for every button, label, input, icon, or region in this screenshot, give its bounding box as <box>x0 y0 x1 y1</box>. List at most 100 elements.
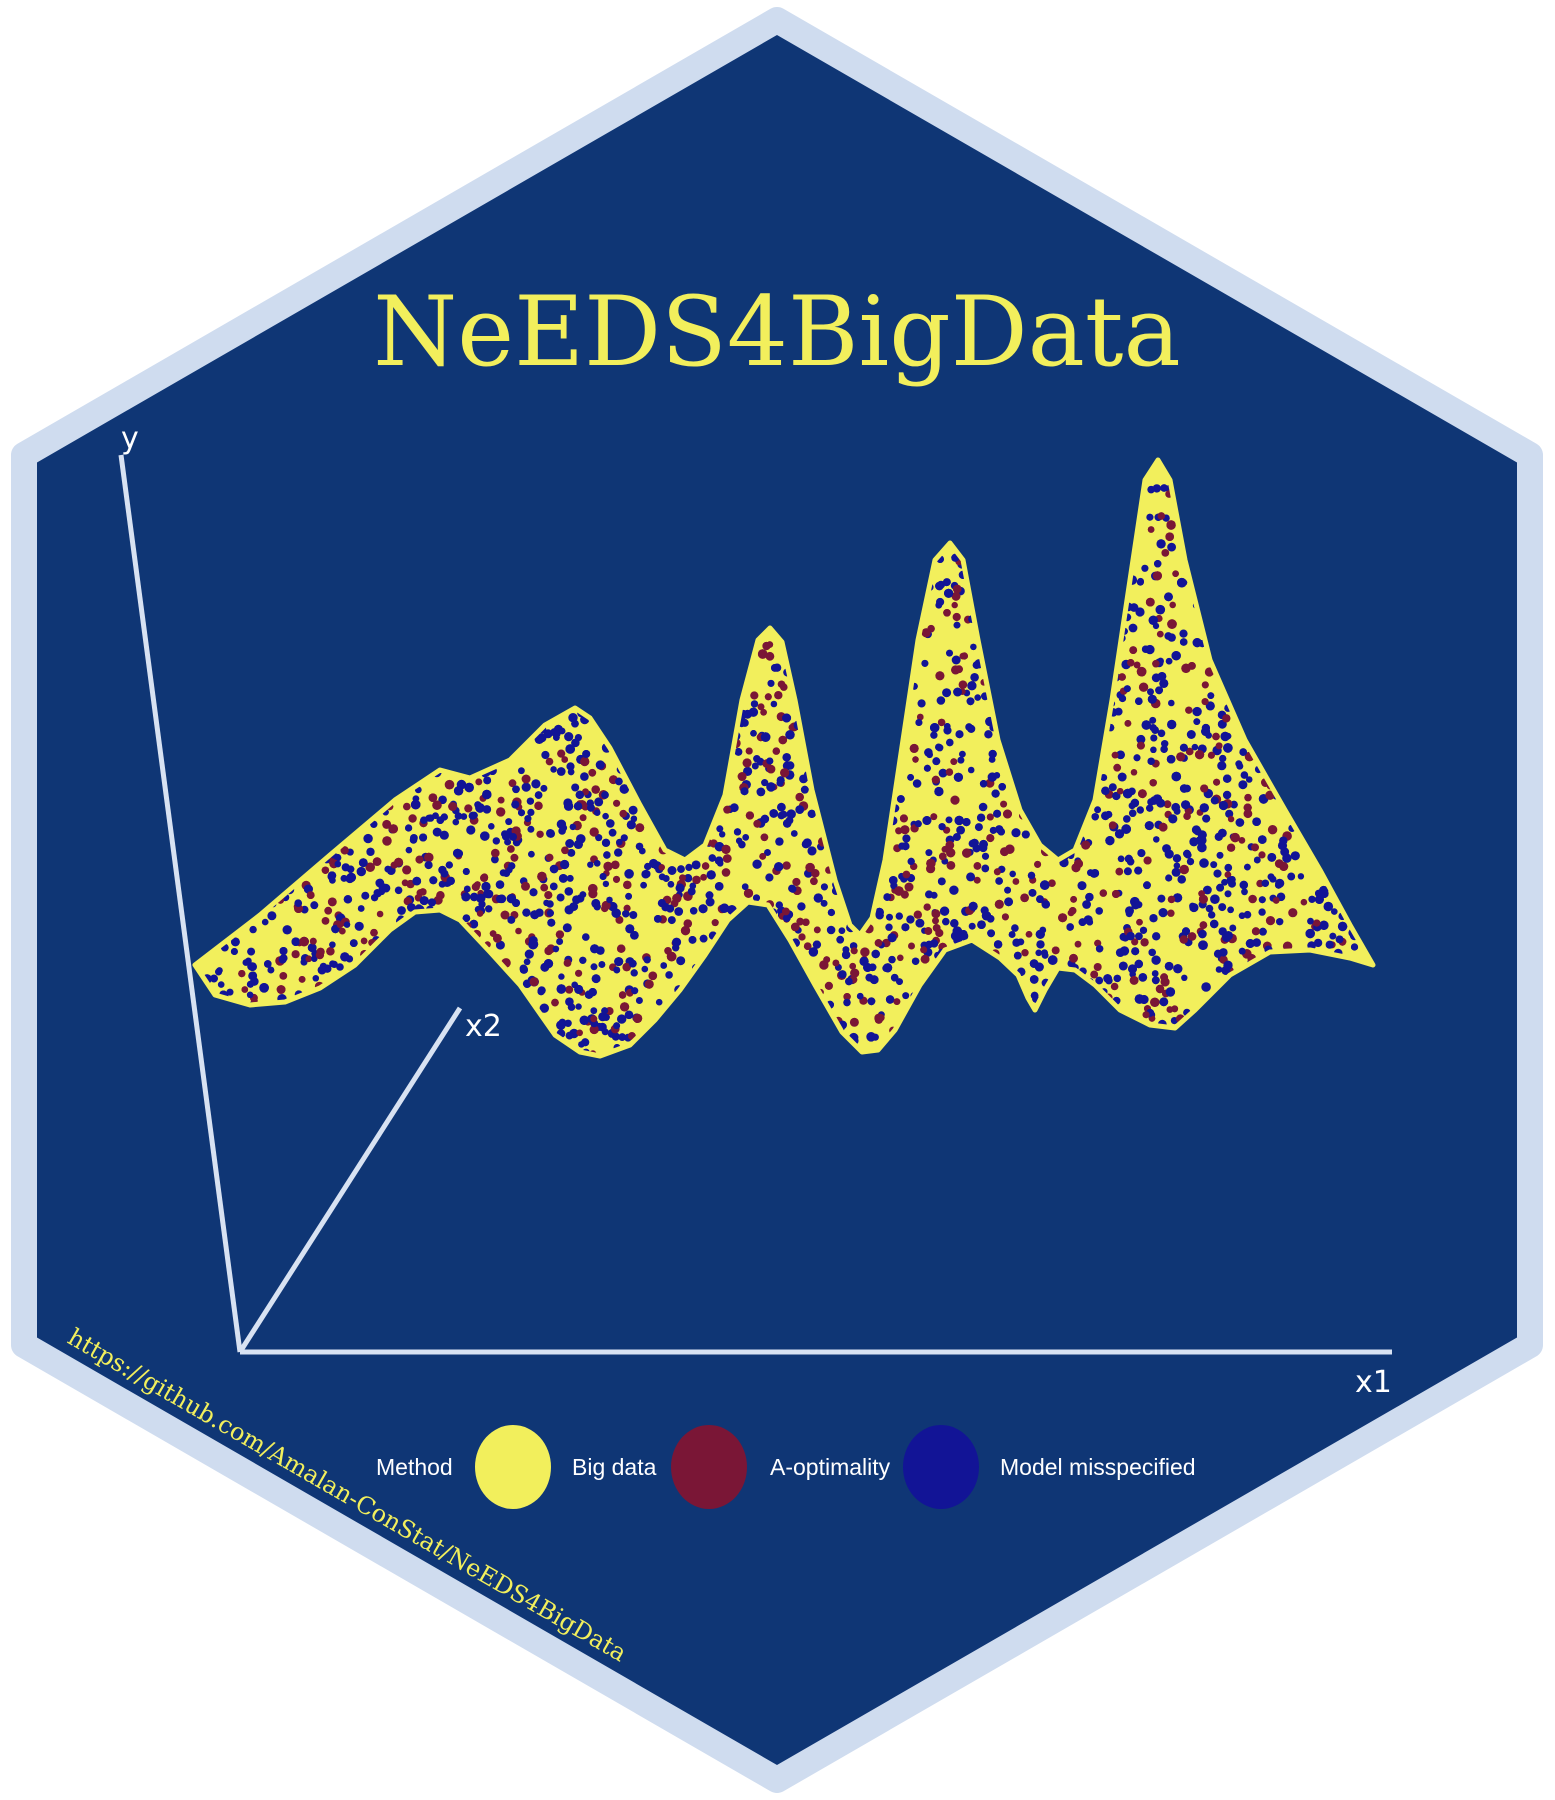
surface-point <box>1189 837 1199 847</box>
surface-point <box>960 652 969 660</box>
surface-point <box>845 977 853 986</box>
surface-point <box>1256 879 1264 888</box>
surface-point <box>1199 921 1208 929</box>
surface-point <box>920 954 930 964</box>
surface-point <box>419 833 428 842</box>
surface-point <box>466 825 476 835</box>
surface-point <box>635 823 645 833</box>
surface-point <box>439 830 449 840</box>
surface-point <box>1094 939 1102 947</box>
surface-point <box>566 874 574 882</box>
surface-point <box>780 768 790 778</box>
surface-point <box>1223 743 1233 753</box>
surface-point <box>783 819 792 828</box>
surface-point <box>674 907 684 916</box>
surface-point <box>1089 869 1099 878</box>
surface-point <box>824 981 834 991</box>
surface-point <box>582 788 589 796</box>
surface-point <box>445 861 453 869</box>
surface-point <box>524 949 534 959</box>
surface-point <box>1133 661 1141 669</box>
surface-point <box>474 881 481 888</box>
surface-point <box>962 818 971 827</box>
surface-point <box>777 802 786 812</box>
surface-point <box>1070 896 1077 903</box>
surface-point <box>555 930 565 939</box>
surface-point <box>617 1014 627 1024</box>
surface-point <box>714 856 724 865</box>
surface-point <box>750 730 757 737</box>
surface-point <box>1069 953 1078 963</box>
surface-point <box>1221 879 1228 886</box>
surface-point <box>557 749 566 758</box>
surface-point <box>782 861 791 870</box>
surface-point <box>547 918 556 927</box>
surface-point <box>334 860 342 868</box>
surface-point <box>249 925 257 934</box>
surface-point <box>667 881 675 888</box>
surface-point <box>602 880 610 888</box>
surface-point <box>560 859 570 870</box>
surface-point <box>953 833 961 841</box>
surface-point <box>904 882 914 892</box>
surface-point <box>580 756 590 767</box>
surface-point <box>1155 984 1165 994</box>
surface-point <box>926 858 936 869</box>
surface-point <box>1008 931 1016 938</box>
surface-point <box>521 881 530 891</box>
surface-point <box>326 947 335 956</box>
surface-point <box>1150 746 1157 753</box>
surface-point <box>705 897 715 907</box>
surface-point <box>1077 881 1087 891</box>
surface-point <box>552 729 561 738</box>
surface-point <box>321 866 330 874</box>
surface-point <box>306 891 315 899</box>
surface-point <box>1160 484 1168 492</box>
surface-point <box>1198 929 1207 939</box>
surface-point <box>299 936 309 947</box>
surface-point <box>1238 780 1248 790</box>
surface-point <box>444 779 455 790</box>
surface-point <box>1205 904 1214 913</box>
surface-point <box>1013 951 1022 960</box>
surface-point <box>231 937 240 947</box>
surface-point <box>791 922 800 932</box>
surface-point <box>312 975 319 982</box>
surface-point <box>428 898 436 907</box>
surface-point <box>1267 825 1278 835</box>
surface-point <box>1276 918 1284 926</box>
surface-point <box>820 900 828 907</box>
legend-label-big-data: Big data <box>572 1454 657 1480</box>
surface-point <box>1074 940 1082 948</box>
surface-point <box>476 910 484 917</box>
surface-point <box>888 955 896 964</box>
surface-point <box>1279 862 1289 871</box>
surface-point <box>1167 895 1176 904</box>
surface-point <box>397 906 406 915</box>
surface-point <box>953 687 962 697</box>
surface-point <box>978 802 988 812</box>
surface-point <box>838 970 847 979</box>
surface-point <box>595 834 603 842</box>
surface-point <box>662 875 670 882</box>
surface-point <box>977 920 986 929</box>
surface-point <box>361 891 370 900</box>
surface-point <box>523 958 531 966</box>
legend-swatch-big-data <box>475 1425 551 1509</box>
surface-point <box>1258 896 1266 904</box>
surface-point <box>611 860 620 870</box>
surface-point <box>951 591 961 601</box>
surface-point <box>1149 914 1158 923</box>
surface-point <box>480 873 489 882</box>
surface-point <box>488 823 495 830</box>
x2-axis-label: x2 <box>465 1009 502 1044</box>
surface-point <box>1136 741 1145 750</box>
surface-point <box>993 868 1001 876</box>
surface-point <box>541 750 550 760</box>
surface-point <box>613 875 620 883</box>
surface-point <box>899 814 908 823</box>
surface-point <box>340 952 350 962</box>
surface-point <box>759 853 767 860</box>
surface-point <box>1117 855 1125 863</box>
surface-point <box>309 937 317 945</box>
